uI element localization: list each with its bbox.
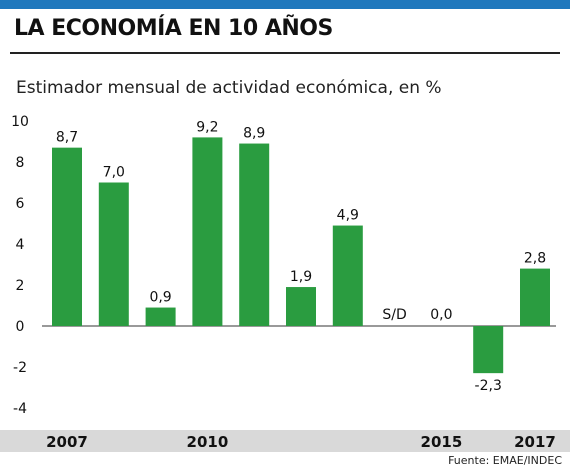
bar-2013 (332, 225, 363, 326)
x-tick-label: 2007 (46, 433, 88, 451)
data-label-2013: 4,9 (337, 208, 359, 224)
y-tick-label: 10 (11, 114, 29, 130)
x-axis-band (0, 430, 570, 452)
data-label-2009: 0,9 (149, 290, 171, 306)
top-accent-bar (0, 0, 570, 9)
x-tick-label: 2017 (514, 433, 556, 451)
y-tick-label: 4 (16, 237, 25, 253)
data-label-2015: 0,0 (430, 307, 452, 323)
source-note: Fuente: EMAE/INDEC (448, 454, 562, 467)
data-label-2007: 8,7 (56, 130, 78, 146)
data-label-2014: S/D (382, 307, 406, 323)
data-label-2010: 9,2 (196, 119, 218, 135)
x-tick-label: 2010 (187, 433, 229, 451)
y-tick-label: -2 (13, 360, 27, 376)
data-label-2008: 7,0 (103, 165, 125, 181)
bar-2007 (52, 147, 82, 326)
y-tick-label: 2 (16, 278, 25, 294)
x-tick-label: 2015 (421, 433, 463, 451)
data-label-2016: -2,3 (475, 378, 502, 394)
y-tick-label: 0 (16, 319, 25, 335)
bar-2017 (520, 268, 550, 326)
data-label-2011: 8,9 (243, 126, 265, 142)
title-divider (10, 52, 560, 54)
bar-2011 (239, 143, 270, 326)
bar-2012 (286, 287, 316, 326)
bar-2010 (192, 137, 223, 326)
chart-subtitle: Estimador mensual de actividad económica… (16, 78, 442, 98)
bar-2008 (98, 182, 129, 326)
y-tick-label: 8 (16, 155, 25, 171)
data-label-2017: 2,8 (524, 251, 546, 267)
data-label-2012: 1,9 (290, 269, 312, 285)
chart-title: LA ECONOMÍA EN 10 AÑOS (14, 16, 333, 41)
y-tick-label: 6 (16, 196, 25, 212)
bar-2009 (145, 307, 176, 326)
bar-2016 (473, 326, 504, 374)
y-tick-label: -4 (13, 401, 27, 417)
